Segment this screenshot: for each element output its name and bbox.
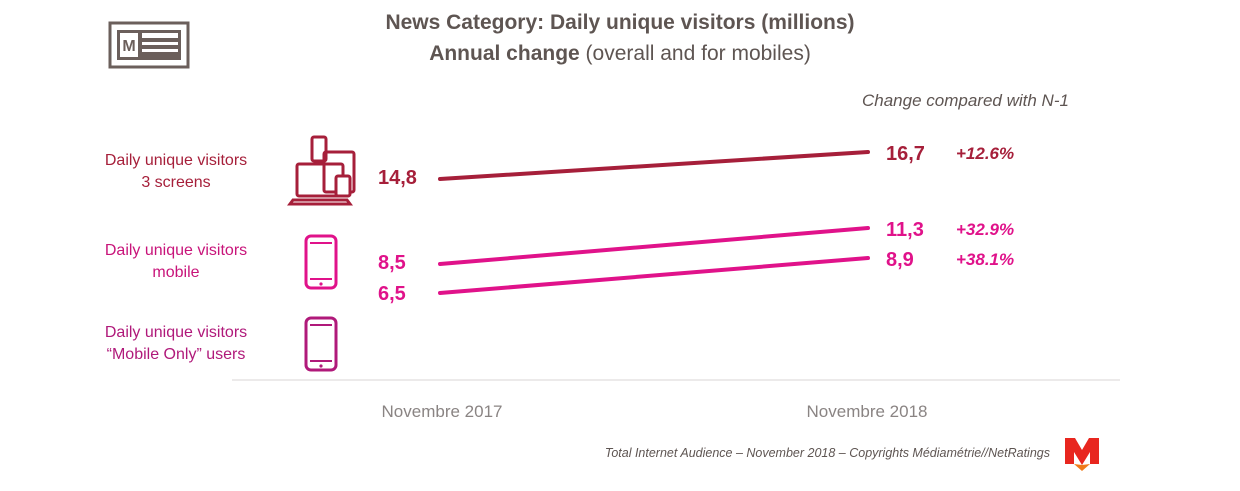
row-label-line1: Daily unique visitors [104,152,248,169]
series-line-3-screens [438,150,870,181]
row-label-line2: mobile [152,264,200,281]
source-note: Total Internet Audience – November 2018 … [604,446,1050,460]
row-label-mobile: Daily unique visitors mobile [76,240,276,284]
value-label-mobile-2017: 8,5 [378,252,406,274]
change-label-mobile-only: +38.1% [956,250,1015,269]
chart-subtitle: Annual change (overall and for mobiles) [0,41,1240,67]
newspaper-icon: M [108,21,190,69]
x-tick-label-2018: Novembre 2018 [806,402,928,421]
row-label-3-screens: Daily unique visitors 3 screens [76,150,276,194]
change-label-mobile: +32.9% [956,220,1015,239]
smartphone-icon [304,316,338,372]
x-tick-label-2017: Novembre 2017 [381,402,503,421]
series-line-mobile-only [438,256,870,295]
change-caption: Change compared with N-1 [862,91,1069,110]
chart-title: News Category: Daily unique visitors (mi… [385,11,855,34]
row-label-line2: “Mobile Only” users [106,346,246,363]
row-label-mobile-only: Daily unique visitors “Mobile Only” user… [76,322,276,366]
row-label-line1: Daily unique visitors [104,324,248,341]
subtitle-rest: (overall and for mobiles) [579,42,811,65]
value-label-3-screens-2018: 16,7 [886,143,925,165]
svg-text:M: M [122,38,135,55]
change-label-3-screens: +12.6% [956,144,1015,163]
subtitle-bold: Annual change [429,42,580,65]
row-label-line2: 3 screens [141,174,211,191]
value-label-3-screens-2017: 14,8 [378,167,417,189]
value-label-mobile-only-2017: 6,5 [378,283,406,305]
value-label-mobile-only-2018: 8,9 [886,249,914,271]
smartphone-icon [304,234,338,290]
mediametrie-logo [1065,438,1099,471]
multi-screen-devices-icon [287,135,356,206]
row-label-line1: Daily unique visitors [104,242,248,259]
value-label-mobile-2018: 11,3 [886,219,924,241]
series-line-mobile [438,226,870,266]
